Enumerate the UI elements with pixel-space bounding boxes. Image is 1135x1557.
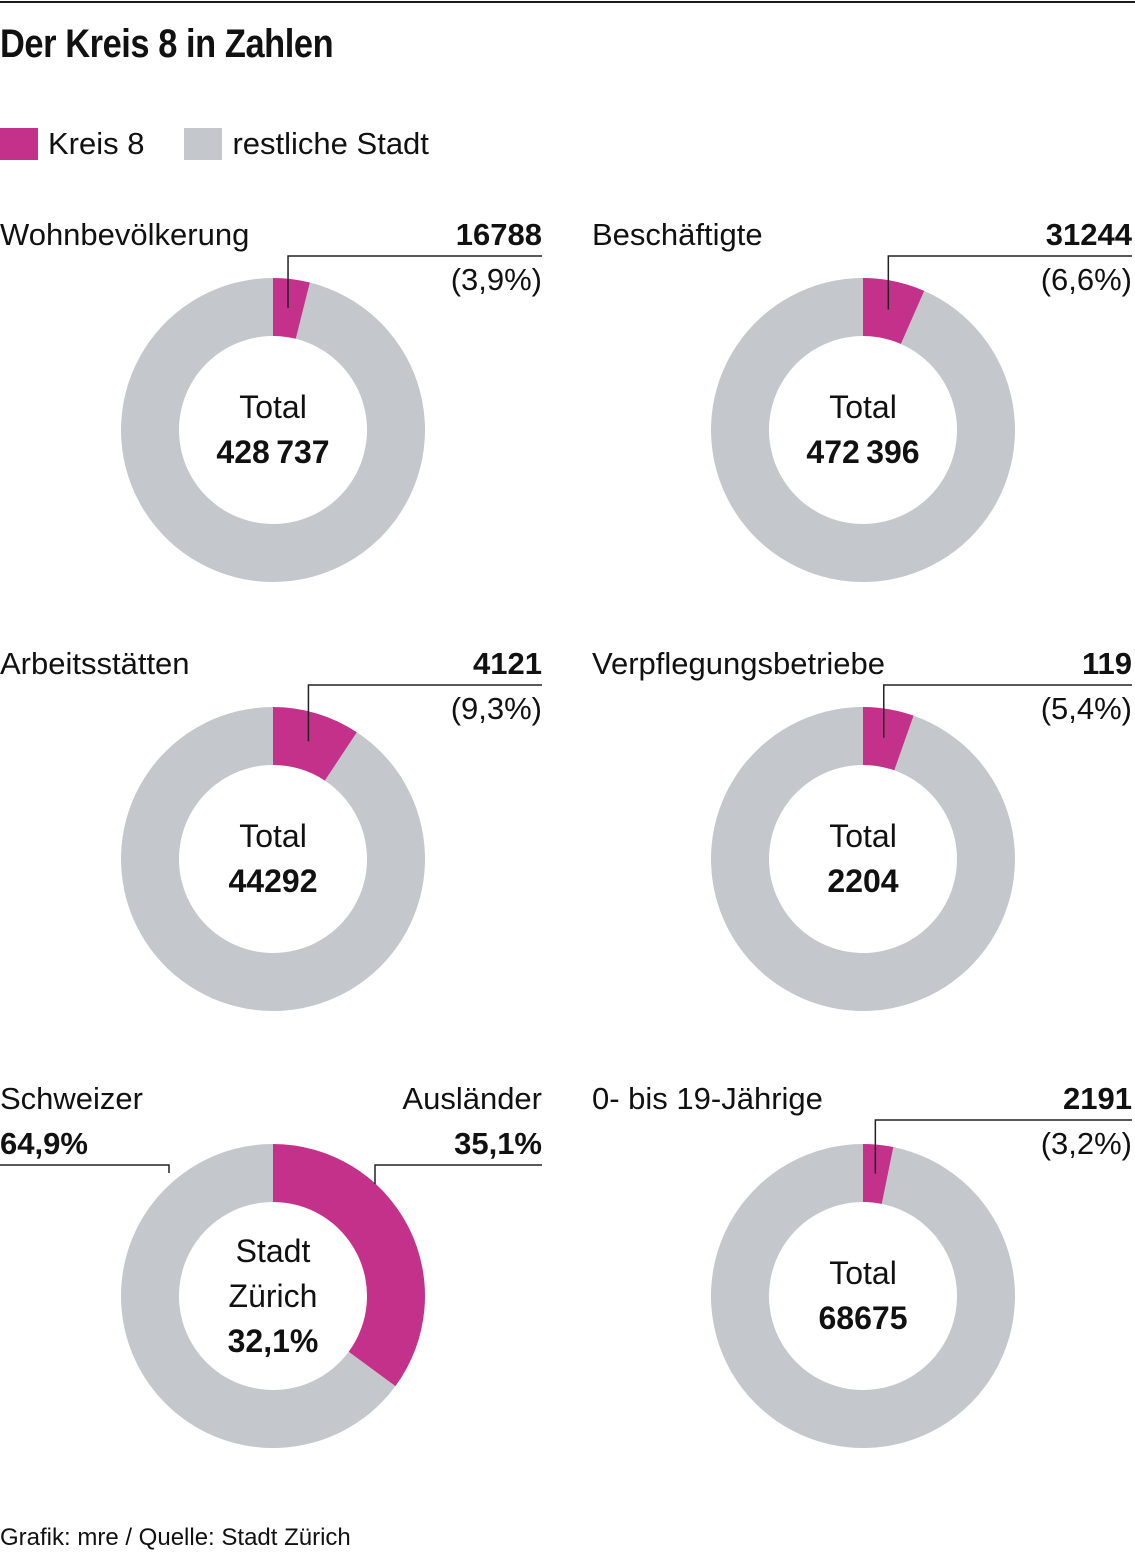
donut-center-label: Total	[829, 818, 897, 854]
donut-center-value: 68675	[819, 1300, 908, 1336]
donut-slice-kreis-8	[863, 707, 914, 771]
donut-center-label: Total	[829, 1255, 897, 1291]
chart-percent-label: (3,9%)	[451, 262, 542, 297]
legend: Kreis 8 restliche Stadt	[0, 124, 469, 164]
chart-left-value: 64,9%	[0, 1126, 88, 1161]
chart-title: Verpflegungsbetriebe	[592, 646, 885, 681]
donut-center-value: 428 737	[216, 434, 329, 470]
leader-line	[287, 255, 542, 308]
source-footer: Grafik: mre / Quelle: Stadt Zürich	[0, 1524, 351, 1551]
leader-line	[0, 1164, 170, 1173]
donut-slice-rest	[121, 1144, 396, 1448]
donut-center-label: Total	[239, 389, 307, 425]
donut-slice-rest	[710, 1144, 1015, 1448]
donut-slice-kreis-8	[273, 278, 310, 339]
legend-label-restliche-stadt: restliche Stadt	[232, 126, 429, 161]
chart-value-label: 16788	[456, 217, 542, 252]
donut-center-label: Total	[829, 389, 897, 425]
legend-label-kreis-8: Kreis 8	[48, 126, 145, 161]
chart-value-label: 119	[1082, 646, 1132, 681]
chart-value-label: 31244	[1046, 217, 1133, 252]
donut-slice-rest	[711, 278, 1016, 583]
chart-title: 0- bis 19-Jährige	[592, 1081, 823, 1116]
donut-slice-kreis-8	[863, 278, 925, 344]
leader-line	[374, 1164, 542, 1184]
chart-value-label: 2191	[1063, 1081, 1132, 1116]
leader-line	[887, 255, 1132, 310]
chart-value-label: 4121	[473, 646, 542, 681]
chart-title: Beschäftigte	[592, 217, 763, 252]
leader-line	[307, 684, 542, 742]
legend-swatch-restliche-stadt	[184, 128, 223, 160]
donut-slice-rest	[120, 278, 425, 582]
donut-slice-rest	[710, 707, 1015, 1011]
chart-percent-label: (3,2%)	[1041, 1126, 1132, 1161]
donut-center-value: 44292	[229, 863, 318, 899]
donut-slice-kreis-8	[863, 1144, 894, 1204]
chart-title: Wohnbevölkerung	[0, 217, 249, 252]
chart-percent-label: (5,4%)	[1041, 691, 1132, 726]
donut-slice-kreis-8	[273, 707, 357, 781]
top-rule	[0, 1, 1135, 3]
leader-line	[883, 684, 1132, 738]
chart-left-label: Schweizer	[0, 1081, 143, 1116]
donut-center-value: 32,1%	[228, 1323, 319, 1359]
donut-center-label: Zürich	[229, 1278, 318, 1314]
chart-title: Arbeitsstätten	[0, 646, 190, 681]
page-title: Der Kreis 8 in Zahlen	[0, 22, 334, 66]
donut-center-value: 472 396	[806, 434, 919, 470]
leader-line	[874, 1119, 1132, 1174]
chart-right-label: Ausländer	[402, 1081, 542, 1116]
chart-percent-label: (9,3%)	[451, 691, 542, 726]
donut-center-value: 2204	[827, 863, 898, 899]
donut-center-label: Total	[239, 818, 307, 854]
donut-center-label: Stadt	[236, 1233, 311, 1269]
chart-percent-label: (6,6%)	[1041, 262, 1132, 297]
donut-charts: Total 428 737 Wohnbevölkerung 16788 (3,9%) To…	[0, 217, 1133, 1448]
legend-swatch-kreis-8	[0, 128, 38, 160]
chart-right-value: 35,1%	[454, 1126, 542, 1161]
donut-slice-rest	[120, 707, 425, 1011]
donut-slice-kreis-8	[273, 1144, 426, 1387]
